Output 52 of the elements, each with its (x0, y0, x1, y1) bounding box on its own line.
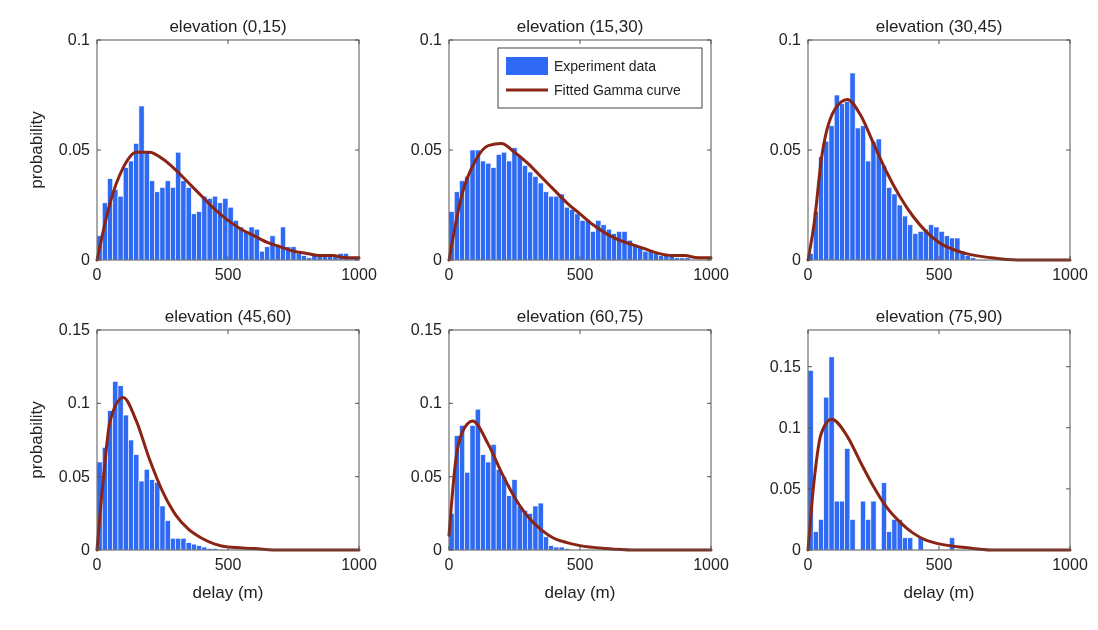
y-tick-label: 0 (792, 541, 802, 558)
chart-title: elevation (75,90) (875, 307, 1003, 326)
legend-label: Fitted Gamma curve (554, 82, 682, 98)
chart-title: elevation (0,15) (169, 17, 287, 36)
x-axis-title: delay (m) (544, 583, 616, 602)
y-tick-label: 0.1 (67, 394, 91, 412)
chart-title: elevation (15,30) (516, 17, 644, 36)
y-axis-title: probability (27, 110, 46, 189)
chart-title: elevation (30,45) (875, 17, 1003, 36)
y-tick-label: 0.15 (58, 321, 91, 338)
y-tick-label: 0.15 (769, 357, 802, 375)
x-tick-label: 500 (925, 266, 953, 283)
x-tick-label: 0 (803, 556, 813, 573)
y-tick-label: 0.05 (769, 479, 802, 497)
y-tick-label: 0 (433, 251, 443, 268)
x-axis-title: delay (m) (903, 583, 975, 602)
legend-label: Experiment data (554, 58, 657, 74)
x-tick-label: 500 (566, 556, 594, 573)
y-tick-label: 0.05 (58, 141, 91, 158)
y-tick-label: 0.1 (67, 31, 91, 48)
x-tick-label: 0 (92, 556, 102, 573)
x-tick-label: 1000 (693, 266, 729, 283)
x-axis-title: delay (m) (192, 583, 264, 602)
x-tick-label: 1000 (693, 556, 729, 573)
x-tick-label: 500 (214, 266, 242, 283)
y-tick-label: 0.1 (778, 418, 802, 436)
y-tick-label: 0.1 (419, 31, 443, 48)
x-tick-label: 1000 (1052, 556, 1088, 573)
chart-title: elevation (45,60) (164, 307, 292, 326)
y-tick-label: 0 (792, 251, 802, 268)
y-tick-label: 0 (433, 541, 443, 558)
y-tick-label: 0.05 (58, 467, 91, 485)
x-tick-label: 0 (444, 556, 454, 573)
y-tick-label: 0 (81, 251, 91, 268)
x-tick-label: 500 (214, 556, 242, 573)
y-tick-label: 0.15 (410, 321, 443, 338)
chart-title: elevation (60,75) (516, 307, 644, 326)
x-tick-label: 0 (803, 266, 813, 283)
x-tick-label: 0 (444, 266, 454, 283)
x-tick-label: 1000 (341, 556, 377, 573)
y-tick-label: 0.05 (410, 467, 443, 485)
x-tick-label: 1000 (1052, 266, 1088, 283)
x-tick-label: 500 (925, 556, 953, 573)
y-axis-title: probability (27, 400, 46, 479)
y-tick-label: 0.05 (410, 141, 443, 158)
y-tick-label: 0 (81, 541, 91, 558)
y-tick-label: 0.05 (769, 141, 802, 158)
x-tick-label: 500 (566, 266, 594, 283)
y-tick-label: 0.1 (419, 394, 443, 412)
x-tick-label: 1000 (341, 266, 377, 283)
y-tick-label: 0.1 (778, 31, 802, 48)
x-tick-label: 0 (92, 266, 102, 283)
